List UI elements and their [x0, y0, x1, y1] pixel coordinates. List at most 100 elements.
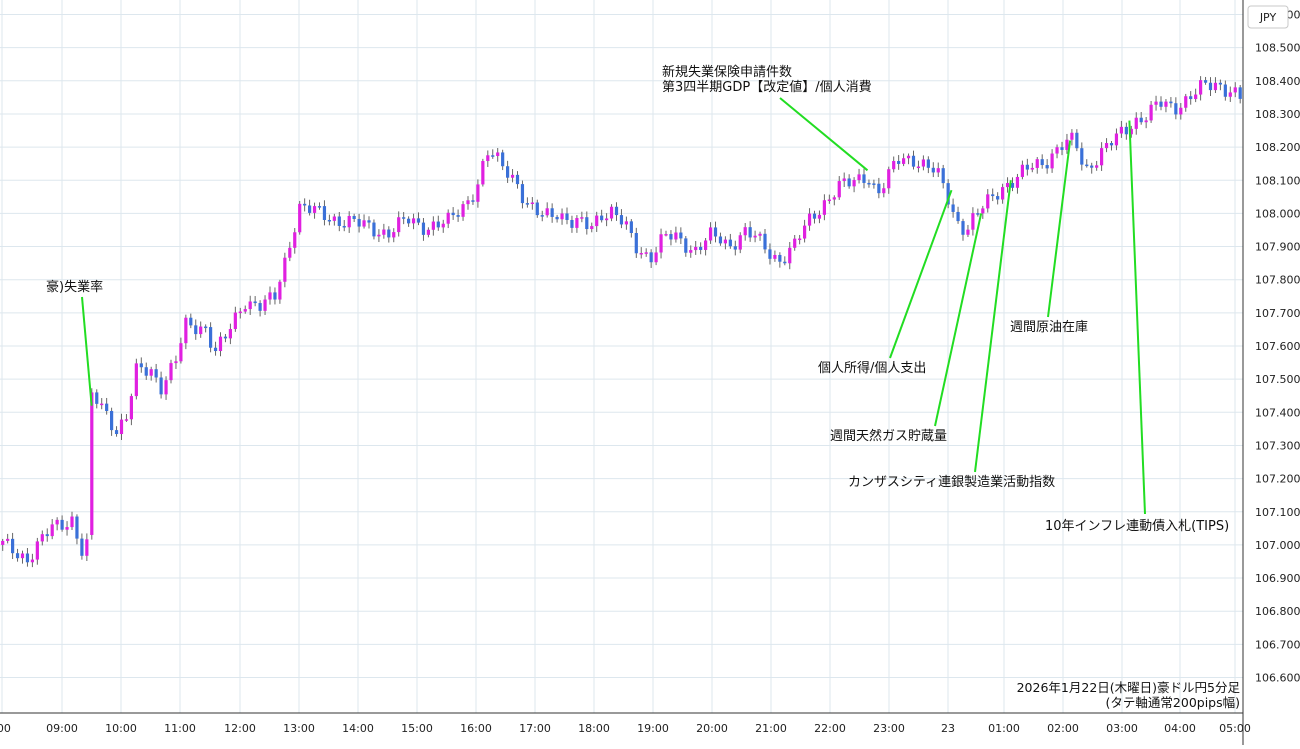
candle-body: [931, 167, 935, 173]
candle-body: [129, 396, 133, 420]
candle-body: [515, 174, 520, 185]
chart-caption-line2: (タテ軸通常200pips幅): [1106, 695, 1240, 710]
candle-body: [1124, 126, 1128, 135]
candle-body: [347, 215, 351, 228]
candle-body: [1015, 176, 1020, 188]
candle-body: [387, 229, 391, 238]
candle-body: [1159, 101, 1163, 107]
candle-body: [827, 199, 831, 202]
candle-body: [293, 232, 297, 248]
candle-body: [372, 222, 376, 237]
candle-body: [213, 347, 218, 352]
candle-body: [1010, 182, 1015, 188]
candle-body: [778, 254, 782, 262]
y-tick-label: 108.200: [1255, 141, 1300, 154]
candle-body: [119, 419, 124, 435]
candle-body: [194, 325, 198, 335]
candle-body: [1164, 101, 1168, 107]
candle-body: [134, 363, 138, 397]
candle-body: [847, 178, 851, 187]
annotation-label: カンザスシティ連銀製造業活動指数: [848, 474, 1055, 490]
candle-body: [713, 227, 718, 237]
candle-body: [1213, 82, 1218, 91]
candle-body: [585, 217, 589, 230]
candle-body: [411, 218, 416, 224]
candle-body: [1208, 82, 1213, 91]
candle-body: [971, 213, 975, 230]
candle-body: [822, 200, 826, 215]
candle-body: [902, 158, 906, 164]
candle-body: [793, 238, 797, 248]
candle-body: [1070, 132, 1074, 140]
candle-body: [357, 219, 361, 227]
candle-body: [590, 226, 594, 230]
candle-body: [580, 217, 584, 219]
candle-body: [40, 534, 44, 542]
candle-body: [1154, 101, 1158, 105]
annotation-line: [934, 213, 983, 427]
candle-body: [540, 215, 544, 217]
candle-body: [941, 168, 945, 184]
candle-body: [159, 377, 163, 395]
candle-body: [704, 240, 708, 250]
candle-body: [100, 403, 104, 406]
candle-body: [728, 239, 732, 247]
candle-body: [1119, 126, 1123, 134]
candle-body: [595, 215, 599, 227]
candle-body: [1218, 82, 1222, 85]
candle-body: [407, 218, 411, 224]
x-tick-label: 16:00: [460, 722, 492, 735]
candle-body: [451, 212, 455, 216]
candle-body: [392, 232, 396, 238]
candle-body: [263, 299, 267, 311]
annotation-label: 個人所得/個人支出: [818, 360, 926, 376]
candle-body: [1025, 164, 1029, 170]
candle-body: [753, 235, 757, 238]
x-tick-label: :00: [0, 722, 11, 735]
candle-body: [718, 236, 723, 244]
candle-body: [560, 213, 564, 220]
candle-body: [867, 182, 871, 185]
candle-body: [179, 343, 183, 362]
candle-body: [476, 184, 480, 202]
candle-body: [634, 232, 638, 254]
candle-body: [897, 161, 901, 164]
x-tick-label: 05:00: [1219, 722, 1251, 735]
candle-body: [619, 215, 624, 225]
candle-body: [70, 516, 74, 528]
y-tick-label: 106.800: [1255, 605, 1300, 618]
y-tick-label: 107.500: [1255, 373, 1300, 386]
candle-body: [798, 238, 802, 241]
candle-body: [149, 369, 153, 376]
candle-body: [956, 211, 960, 222]
currency-badge[interactable]: [1247, 5, 1289, 29]
candle-body: [25, 553, 30, 563]
x-tick-label: 19:00: [637, 722, 669, 735]
candle-body: [872, 183, 876, 185]
candle-body: [233, 312, 237, 330]
candle-body: [575, 218, 579, 228]
candle-body: [600, 215, 604, 221]
candle-body: [278, 281, 282, 300]
candle-body: [144, 367, 148, 376]
candle-body: [466, 200, 470, 205]
candle-body: [803, 225, 807, 239]
candle-body: [1203, 80, 1208, 83]
candle-body: [223, 336, 228, 339]
candle-body: [258, 303, 262, 311]
candle-body: [402, 217, 406, 219]
candle-body: [20, 553, 25, 559]
annotation-line: [81, 296, 93, 406]
candle-body: [530, 202, 534, 205]
candle-body: [30, 559, 34, 563]
candle-body: [90, 392, 94, 535]
candle-body: [327, 219, 331, 222]
candle-body: [481, 161, 485, 185]
candle-body: [283, 257, 287, 282]
candle-body: [1144, 120, 1148, 123]
candle-body: [565, 213, 569, 220]
candle-body: [605, 218, 609, 221]
candle-body: [1100, 148, 1104, 166]
candle-body: [882, 188, 886, 194]
x-tick-label: 18:00: [578, 722, 610, 735]
